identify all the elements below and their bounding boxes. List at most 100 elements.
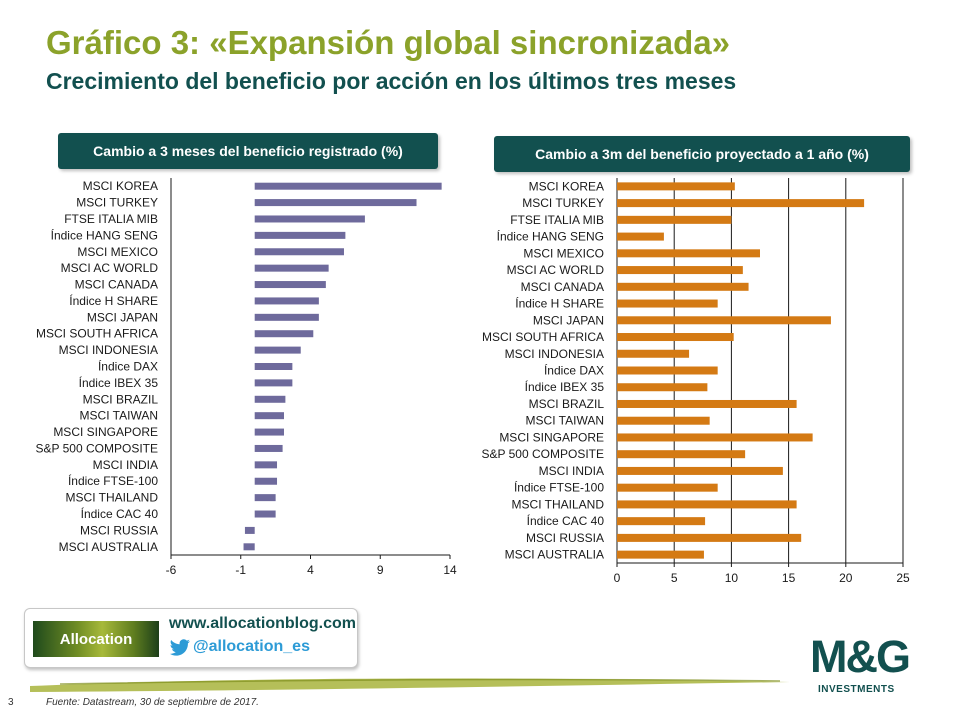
category-label: MSCI RUSSIA (80, 523, 158, 537)
bar (617, 517, 706, 526)
category-label: S&P 500 COMPOSITE (36, 441, 159, 455)
category-label: Índice CAC 40 (527, 513, 605, 528)
bar (617, 433, 813, 442)
bar (254, 379, 293, 387)
category-label: MSCI JAPAN (87, 310, 158, 324)
page-subtitle: Crecimiento del beneficio por acción en … (46, 68, 737, 94)
bar (617, 316, 831, 325)
bar (617, 299, 718, 308)
category-label: MSCI THAILAND (66, 491, 159, 505)
bar (254, 412, 284, 420)
bar (617, 450, 746, 459)
category-label: Índice H SHARE (515, 296, 604, 311)
bar (254, 346, 301, 354)
bar (617, 366, 718, 375)
category-label: MSCI TURKEY (522, 196, 604, 210)
allocation-logo: Allocation (33, 621, 159, 657)
category-label: MSCI THAILAND (512, 497, 605, 511)
twitter-handle-link[interactable]: @allocation_es (193, 638, 310, 655)
category-label: MSCI AUSTRALIA (59, 540, 158, 554)
website-link[interactable]: www.allocationblog.com (169, 615, 356, 632)
category-label: MSCI BRAZIL (529, 397, 605, 411)
bar (617, 282, 749, 291)
page-title: Gráfico 3: «Expansión global sincronizad… (46, 24, 731, 61)
category-label: Índice IBEX 35 (79, 375, 159, 390)
category-label: MSCI SOUTH AFRICA (36, 327, 158, 341)
bar (617, 333, 734, 342)
x-tick-label: 15 (782, 571, 796, 585)
category-label: Índice HANG SENG (51, 227, 158, 242)
bar (254, 461, 278, 469)
bar (254, 444, 283, 452)
bar (617, 533, 802, 542)
bar (254, 215, 365, 223)
x-tick-label: -6 (166, 563, 177, 577)
bar (254, 199, 417, 207)
bar (254, 182, 442, 190)
category-label: MSCI TAIWAN (80, 409, 158, 423)
bar (243, 543, 255, 551)
category-label: MSCI MEXICO (77, 245, 158, 259)
category-label: MSCI JAPAN (533, 313, 604, 327)
category-label: MSCI SINGAPORE (53, 425, 158, 439)
bar (617, 349, 690, 358)
category-label: MSCI INDIA (93, 458, 158, 472)
category-label: MSCI INDONESIA (505, 347, 604, 361)
bar (617, 249, 760, 258)
bar (254, 248, 344, 256)
bar (254, 477, 278, 485)
category-label: MSCI AUSTRALIA (505, 548, 604, 562)
category-label: Índice IBEX 35 (525, 379, 605, 394)
x-tick-label: 14 (443, 563, 457, 577)
category-label: Índice DAX (98, 359, 158, 374)
bar (254, 494, 276, 502)
twitter-bird-icon (169, 639, 190, 656)
category-label: Índice FTSE-100 (514, 480, 604, 495)
category-label: MSCI AC WORLD (507, 263, 605, 277)
bar (254, 330, 314, 338)
bar (254, 510, 276, 518)
source-note: Fuente: Datastream, 30 de septiembre de … (46, 697, 259, 708)
category-label: MSCI BRAZIL (83, 392, 159, 406)
x-tick-label: 20 (839, 571, 853, 585)
x-tick-label: 5 (671, 571, 678, 585)
bar (254, 281, 326, 289)
x-tick-label: 25 (896, 571, 910, 585)
bar (617, 266, 743, 275)
bar (617, 199, 865, 208)
bar (254, 363, 293, 370)
category-label: Índice CAC 40 (81, 506, 159, 521)
mg-logo: M&G (810, 631, 911, 682)
bar (617, 500, 797, 509)
category-label: MSCI TURKEY (76, 196, 158, 210)
mg-logo-subtitle: INVESTMENTS (818, 684, 895, 695)
category-label: MSCI SINGAPORE (499, 430, 604, 444)
x-tick-label: 0 (614, 571, 621, 585)
category-label: Índice FTSE-100 (68, 473, 158, 488)
category-label: MSCI MEXICO (523, 246, 604, 260)
bar (617, 466, 783, 475)
bar (617, 416, 710, 425)
bar (617, 232, 664, 241)
category-label: MSCI RUSSIA (526, 531, 604, 545)
x-tick-label: -1 (235, 563, 246, 577)
bar (617, 383, 708, 392)
category-label: FTSE ITALIA MIB (510, 213, 604, 227)
bar (617, 182, 735, 191)
category-label: MSCI INDIA (539, 464, 604, 478)
bar (254, 297, 319, 305)
bar (617, 550, 704, 559)
category-label: MSCI KOREA (529, 179, 604, 193)
bar (254, 313, 319, 321)
category-label: MSCI AC WORLD (61, 261, 159, 275)
category-label: MSCI CANADA (521, 280, 604, 294)
bar (244, 526, 255, 534)
right-chart-title: Cambio a 3m del beneficio proyectado a 1… (494, 136, 910, 172)
category-label: Índice HANG SENG (497, 229, 604, 244)
category-label: MSCI CANADA (75, 278, 158, 292)
category-label: MSCI SOUTH AFRICA (482, 330, 604, 344)
category-label: MSCI INDONESIA (59, 343, 158, 357)
bar (617, 399, 797, 408)
x-tick-label: 9 (377, 563, 384, 577)
